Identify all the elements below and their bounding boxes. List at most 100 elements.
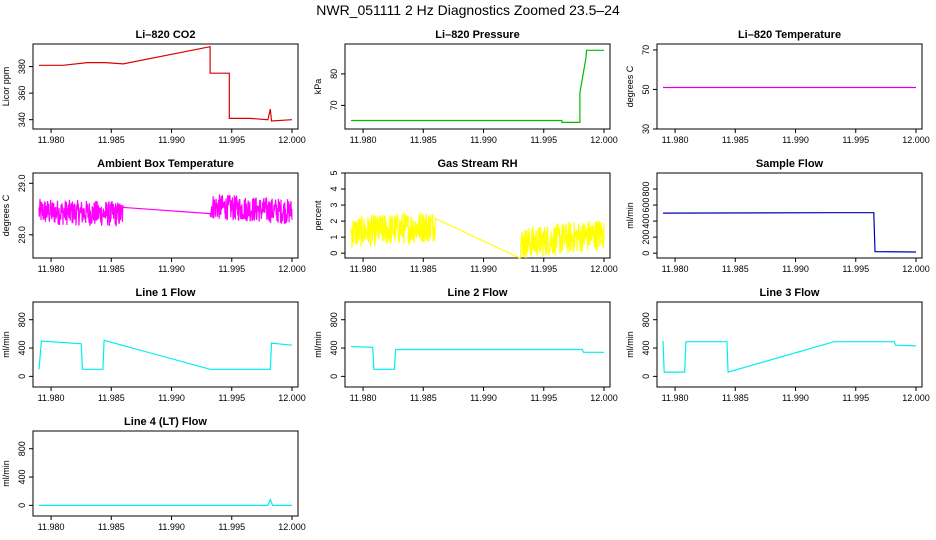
series-line <box>351 49 604 123</box>
series-line <box>38 194 293 227</box>
y-tick-label: 1 <box>329 235 339 240</box>
y-tick-label: 380 <box>17 59 27 74</box>
chart-panel-6: Sample Flow ml/min 11.980 11.985 11.990 11.99… <box>625 158 930 274</box>
y-tick-label: 600 <box>641 198 651 213</box>
x-tick-label: 11.985 <box>98 393 125 403</box>
y-axis-label: Licor ppm <box>1 67 11 107</box>
y-tick-label: 400 <box>17 341 27 356</box>
x-tick-label: 11.985 <box>410 393 437 403</box>
y-tick-label: 50 <box>641 84 651 94</box>
x-tick-label: 11.995 <box>530 135 557 145</box>
plot-frame <box>32 43 299 130</box>
chart-panel-9: Line 3 Flow ml/min 11.980 11.985 11.990 11.99… <box>625 287 930 403</box>
y-tick-label: 200 <box>641 230 651 245</box>
series-line <box>662 212 917 253</box>
figure-title: NWR_051111 2 Hz Diagnostics Zoomed 23.5–… <box>316 2 620 18</box>
series-line <box>39 498 292 506</box>
chart-title: Li–820 Pressure <box>435 29 519 41</box>
plot-frame <box>344 43 611 130</box>
chart-title: Li–820 CO2 <box>136 29 196 41</box>
chart-panel-3: Li–820 Temperature degrees C 11.980 11.985 1… <box>625 29 930 145</box>
y-tick-label: 70 <box>641 45 651 55</box>
x-tick-label: 11.985 <box>410 264 437 274</box>
chart-panel-8: Line 2 Flow ml/min 11.980 11.985 11.990 11.99… <box>313 287 618 403</box>
x-tick-label: 11.980 <box>38 135 65 145</box>
y-axis-label: kPa <box>313 79 323 95</box>
chart-title: Line 3 Flow <box>760 287 820 299</box>
plot-frame <box>656 172 923 259</box>
x-tick-label: 12.000 <box>278 393 306 403</box>
y-tick-label: 800 <box>329 312 339 327</box>
y-axis-label: ml/min <box>625 202 635 229</box>
x-tick-label: 11.990 <box>470 264 497 274</box>
x-tick-label: 11.995 <box>842 135 869 145</box>
chart-title: Gas Stream RH <box>437 158 517 170</box>
x-tick-label: 11.995 <box>530 264 557 274</box>
y-tick-label: 800 <box>641 182 651 197</box>
x-tick-label: 11.990 <box>158 522 185 532</box>
x-tick-label: 12.000 <box>590 264 618 274</box>
x-tick-label: 11.990 <box>782 393 809 403</box>
series-line <box>662 340 917 373</box>
x-tick-label: 12.000 <box>590 393 618 403</box>
x-tick-label: 11.985 <box>410 135 437 145</box>
plot-frame <box>32 301 299 388</box>
y-axis-label: ml/min <box>625 331 635 358</box>
x-tick-label: 11.995 <box>530 393 557 403</box>
y-tick-label: 3 <box>329 203 339 208</box>
y-axis-label: percent <box>313 200 323 231</box>
chart-title: Li–820 Temperature <box>738 29 841 41</box>
y-tick-label: 29.0 <box>17 175 27 193</box>
x-tick-label: 12.000 <box>278 135 306 145</box>
y-tick-label: 0 <box>641 374 651 379</box>
x-tick-label: 11.990 <box>470 135 497 145</box>
plot-frame <box>656 43 923 130</box>
x-tick-label: 12.000 <box>278 264 306 274</box>
plot-frame <box>32 172 299 259</box>
x-tick-label: 11.985 <box>98 522 125 532</box>
y-axis-label: ml/min <box>1 331 11 358</box>
x-tick-label: 11.985 <box>722 135 749 145</box>
x-tick-label: 11.995 <box>842 264 869 274</box>
y-tick-label: 360 <box>17 86 27 101</box>
x-tick-label: 11.980 <box>38 393 65 403</box>
x-tick-label: 11.980 <box>662 393 689 403</box>
chart-panel-2: Li–820 Pressure kPa 11.980 11.985 11.990 11.9… <box>313 29 618 145</box>
y-tick-label: 400 <box>17 470 27 485</box>
y-tick-label: 0 <box>641 251 651 256</box>
x-tick-label: 11.985 <box>98 135 125 145</box>
y-tick-label: 2 <box>329 219 339 224</box>
x-tick-label: 11.995 <box>218 264 245 274</box>
series-line <box>39 45 293 122</box>
x-tick-label: 11.980 <box>350 264 377 274</box>
x-tick-label: 11.995 <box>218 522 245 532</box>
plot-frame <box>344 172 611 259</box>
chart-title: Line 1 Flow <box>136 287 196 299</box>
y-tick-label: 28.0 <box>17 226 27 244</box>
y-tick-label: 800 <box>17 441 27 456</box>
x-tick-label: 11.995 <box>218 135 245 145</box>
x-tick-label: 11.990 <box>470 393 497 403</box>
x-tick-label: 11.985 <box>722 393 749 403</box>
x-tick-label: 11.995 <box>842 393 869 403</box>
plot-frame <box>32 430 299 517</box>
chart-title: Line 2 Flow <box>448 287 508 299</box>
x-tick-label: 12.000 <box>590 135 618 145</box>
x-tick-label: 11.980 <box>38 264 65 274</box>
x-tick-label: 11.985 <box>722 264 749 274</box>
series-line <box>350 346 604 370</box>
x-tick-label: 11.990 <box>158 393 185 403</box>
y-tick-label: 800 <box>17 312 27 327</box>
x-tick-label: 11.990 <box>782 264 809 274</box>
plot-frame <box>656 301 923 388</box>
chart-panel-10: Line 4 (LT) Flow ml/min 11.980 11.985 11.990… <box>1 416 306 532</box>
x-tick-label: 11.990 <box>158 264 185 274</box>
series-line <box>38 339 293 370</box>
y-axis-label: degrees C <box>1 194 11 236</box>
chart-title: Line 4 (LT) Flow <box>124 416 207 428</box>
x-tick-label: 11.980 <box>350 393 377 403</box>
chart-panel-4: Ambient Box Temperature degrees C 11.980 11… <box>1 158 306 274</box>
x-tick-label: 11.995 <box>218 393 245 403</box>
